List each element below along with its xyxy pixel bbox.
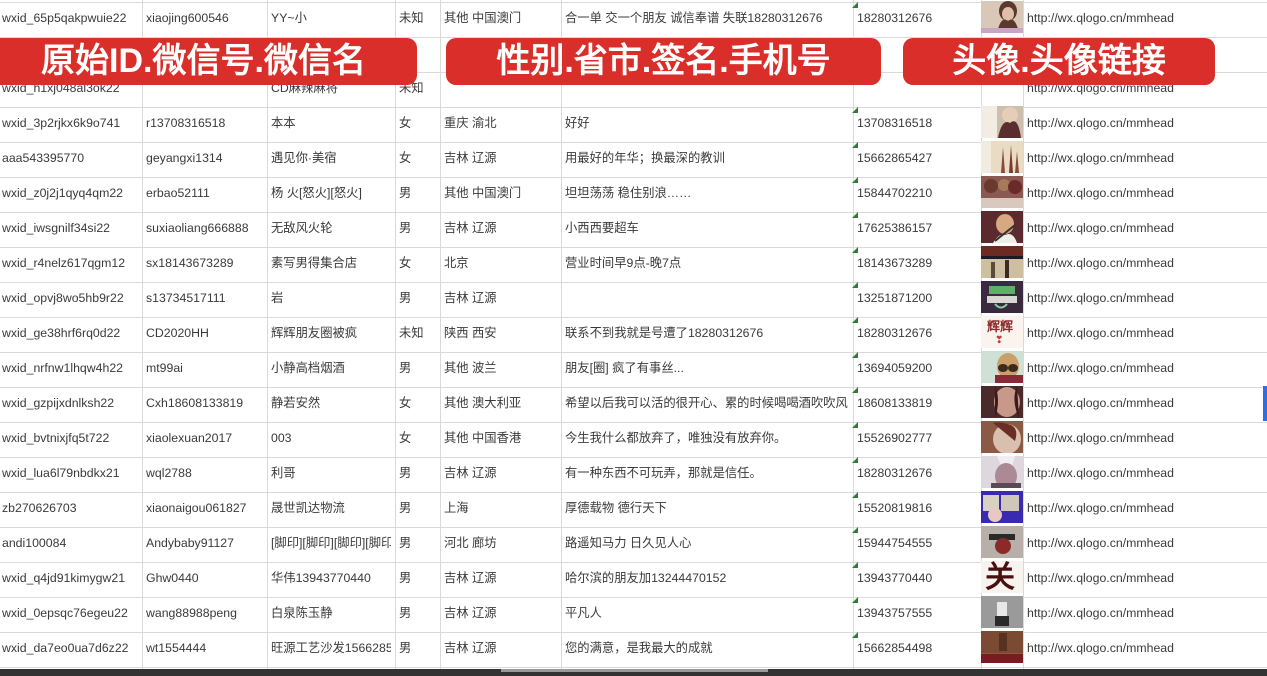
- svg-text:辉辉: 辉辉: [987, 319, 1013, 334]
- svg-text:关: 关: [985, 561, 1015, 593]
- svg-text:❣: ❣: [995, 335, 1003, 346]
